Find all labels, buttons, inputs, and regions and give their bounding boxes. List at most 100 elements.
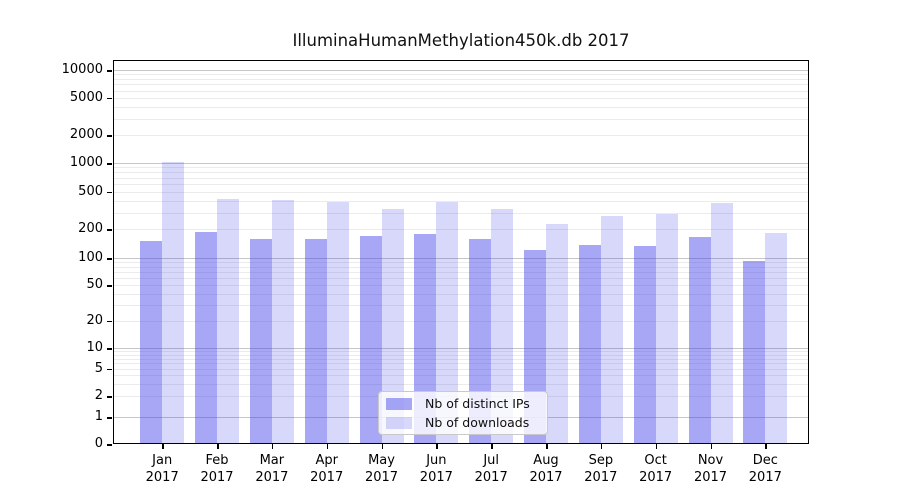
minor-gridline	[113, 358, 809, 360]
minor-gridline	[113, 107, 809, 108]
x-tick-month: Nov	[697, 453, 724, 468]
minor-gridline	[113, 384, 809, 386]
x-tick-year: 2017	[145, 470, 179, 485]
x-tick-label-feb: Feb 2017	[189, 452, 245, 486]
minor-gridline	[113, 266, 809, 268]
y-tick-mark	[107, 70, 112, 72]
x-tick-year: 2017	[529, 470, 563, 485]
minor-gridline	[113, 135, 809, 136]
bar-downloads-mar	[271, 200, 294, 444]
bar-distinct-ips-sep	[578, 244, 601, 444]
y-tick-mark	[107, 191, 112, 194]
x-tick-year: 2017	[474, 470, 508, 485]
x-tick-month: Sep	[588, 453, 614, 468]
bar-distinct-ips-apr	[304, 239, 327, 444]
x-tick-label-oct: Oct 2017	[628, 452, 684, 486]
bar-distinct-ips-jan	[140, 240, 163, 444]
x-tick-month: Mar	[259, 453, 285, 468]
x-tick-year: 2017	[364, 470, 399, 485]
x-tick-label-apr: Apr 2017	[299, 452, 355, 486]
minor-gridline	[113, 277, 809, 279]
bar-distinct-ips-may	[359, 236, 382, 444]
x-tick-mark	[271, 444, 274, 449]
gridlines-layer	[113, 60, 809, 444]
minor-gridline	[113, 375, 809, 377]
minor-gridline	[113, 84, 809, 86]
bar-downloads-feb	[217, 198, 240, 444]
major-gridline	[113, 348, 809, 349]
bar-downloads-nov	[710, 202, 733, 444]
legend-swatch-downloads	[386, 416, 412, 429]
minor-gridline	[113, 167, 809, 169]
minor-gridline	[113, 200, 809, 202]
x-tick-year: 2017	[255, 470, 289, 485]
minor-gridline	[113, 320, 809, 322]
y-tick-label: 5	[94, 360, 103, 376]
minor-gridline	[113, 293, 809, 295]
y-tick-mark	[107, 348, 112, 350]
minor-gridline	[113, 191, 809, 193]
minor-gridline	[113, 262, 809, 264]
bars-layer	[113, 60, 809, 444]
major-gridline	[113, 258, 809, 259]
y-tick-mark	[107, 444, 112, 446]
x-tick-label-sep: Sep 2017	[573, 452, 629, 486]
x-tick-month: Feb	[205, 453, 229, 468]
x-tick-label-jun: Jun 2017	[408, 452, 464, 486]
x-tick-year: 2017	[748, 470, 782, 485]
y-tick-label: 100	[78, 250, 103, 265]
minor-gridline	[113, 351, 809, 353]
y-tick-mark	[107, 229, 112, 231]
legend: Nb of distinct IPs Nb of downloads	[378, 391, 548, 435]
y-tick-label: 1	[94, 409, 103, 424]
y-tick-label: 10	[86, 340, 103, 355]
x-tick-month: Apr	[315, 453, 338, 468]
minor-gridline	[113, 79, 809, 80]
x-tick-month: Oct	[644, 453, 667, 468]
legend-row-distinct-ips: Nb of distinct IPs	[386, 396, 547, 411]
minor-gridline	[113, 271, 809, 273]
y-tick-label: 50	[86, 277, 103, 293]
bar-distinct-ips-mar	[249, 239, 272, 444]
bar-downloads-dec	[765, 232, 788, 444]
y-tick-mark	[107, 368, 112, 371]
x-tick-label-dec: Dec 2017	[737, 452, 793, 486]
x-tick-mark	[162, 444, 164, 449]
legend-row-downloads: Nb of downloads	[386, 415, 547, 430]
bar-downloads-jul	[491, 208, 514, 444]
x-tick-mark	[765, 444, 767, 449]
minor-gridline	[113, 368, 809, 370]
bar-downloads-sep	[600, 216, 623, 444]
y-tick-label: 10000	[61, 62, 103, 77]
x-tick-year: 2017	[639, 470, 673, 485]
x-tick-month: Jan	[152, 453, 173, 468]
minor-gridline	[113, 90, 809, 92]
minor-gridline	[113, 172, 809, 174]
bar-downloads-jan	[162, 162, 185, 444]
minor-gridline	[113, 212, 809, 214]
y-tick-label: 1000	[69, 155, 103, 170]
bar-downloads-aug	[546, 223, 568, 444]
x-tick-mark	[436, 444, 438, 449]
y-tick-mark	[107, 135, 112, 137]
legend-label-downloads: Nb of downloads	[425, 415, 530, 430]
y-tick-mark	[107, 163, 112, 165]
x-tick-label-jan: Jan 2017	[134, 452, 190, 486]
x-tick-year: 2017	[419, 470, 453, 485]
minor-gridline	[113, 305, 809, 307]
major-gridline	[113, 70, 809, 71]
major-gridline	[113, 163, 809, 164]
bar-distinct-ips-nov	[688, 236, 711, 444]
bar-distinct-ips-feb	[195, 231, 218, 444]
minor-gridline	[113, 97, 809, 99]
x-tick-label-mar: Mar 2017	[244, 452, 300, 486]
x-tick-mark	[710, 444, 712, 449]
bar-downloads-jun	[436, 201, 459, 444]
y-tick-label: 20	[86, 312, 103, 328]
y-tick-mark	[107, 320, 112, 323]
bar-distinct-ips-oct	[633, 245, 656, 444]
x-tick-mark	[326, 444, 329, 449]
y-tick-label: 500	[78, 183, 103, 199]
y-tick-label: 200	[78, 221, 103, 237]
